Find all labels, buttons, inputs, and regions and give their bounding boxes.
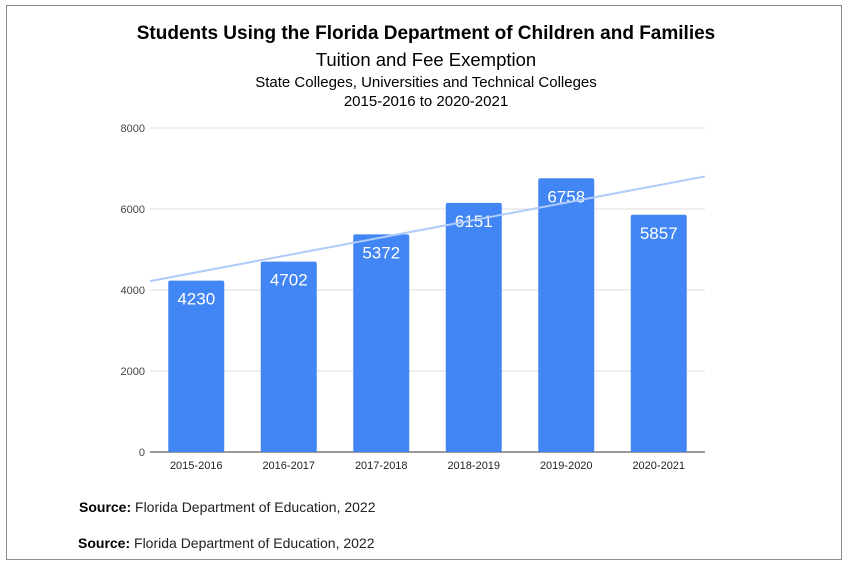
data-label: 6151 [455,212,493,231]
data-label: 5372 [362,243,400,262]
x-tick-label: 2018-2019 [447,460,500,472]
data-label: 4230 [177,290,215,309]
chart-frame [6,5,842,560]
bar [168,280,225,452]
bar [538,178,595,452]
bar [260,261,317,452]
bar [353,234,410,452]
source-note: Source: Florida Department of Education,… [79,499,376,515]
y-tick-label: 4000 [121,285,145,297]
source-text: Florida Department of Education, 2022 [130,535,375,551]
y-tick-label: 8000 [121,123,145,135]
chart-subtitle-2: State Colleges, Universities and Technic… [255,74,597,91]
trendline [149,175,706,283]
x-tick-label: 2020-2021 [632,460,685,472]
x-tick-label: 2016-2017 [262,460,315,472]
data-label: 4702 [270,271,308,290]
x-tick-label: 2015-2016 [170,460,223,472]
source-note: Source: Florida Department of Education,… [78,535,375,551]
bar [445,202,502,452]
y-tick-label: 2000 [121,366,145,378]
chart-subtitle-3: 2015-2016 to 2020-2021 [343,93,509,110]
source-text: Florida Department of Education, 2022 [131,499,376,515]
bar [630,214,687,452]
source-label: Source: [78,535,131,551]
y-tick-label: 6000 [121,204,145,216]
data-label: 5857 [640,224,678,243]
chart-subtitle: Tuition and Fee Exemption [315,49,537,70]
y-tick-label: 0 [139,447,145,459]
source-label: Source: [79,499,132,515]
x-tick-label: 2019-2020 [540,460,593,472]
chart-title: Students Using the Florida Department of… [136,23,716,44]
x-tick-label: 2017-2018 [355,460,408,472]
